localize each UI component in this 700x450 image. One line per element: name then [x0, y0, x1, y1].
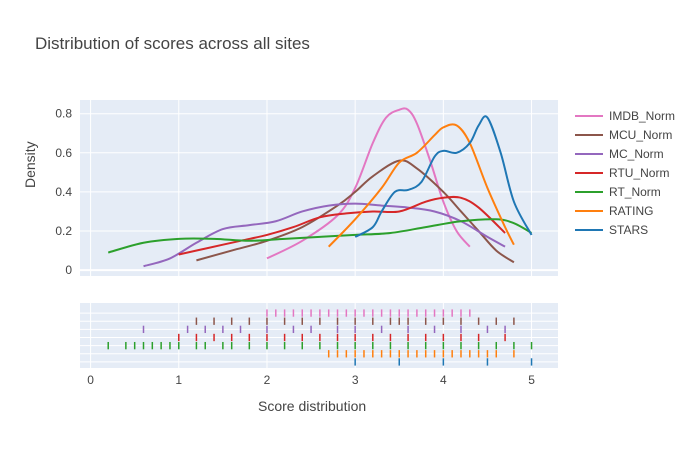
legend-label-mcu-norm: MCU_Norm — [609, 127, 673, 142]
density-curve-rating — [327, 123, 515, 248]
legend-label-stars: STARS — [609, 222, 649, 237]
x-tick-label: 3 — [352, 373, 359, 387]
legend-item-mc-norm[interactable]: MC_Norm — [575, 144, 675, 163]
density-curve-rt-norm — [107, 218, 533, 254]
legend-label-mc-norm: MC_Norm — [609, 146, 664, 161]
x-tick-label: 0 — [87, 373, 94, 387]
legend-item-rt-norm[interactable]: RT_Norm — [575, 182, 675, 201]
legend-swatch-rating — [575, 209, 603, 212]
x-tick-label: 4 — [440, 373, 447, 387]
legend-label-rt-norm: RT_Norm — [609, 184, 661, 199]
legend-label-rtu-norm: RTU_Norm — [609, 165, 670, 180]
x-axis-label: Score distribution — [258, 398, 367, 414]
legend-swatch-mc-norm — [575, 152, 603, 155]
legend-item-rating[interactable]: RATING — [575, 201, 675, 220]
legend-swatch-imdb-norm — [575, 114, 603, 117]
y-tick-label: 0.6 — [55, 146, 72, 160]
density-curve-stars — [354, 115, 533, 238]
density-plot-area — [80, 100, 558, 276]
y-tick-label: 0.2 — [55, 224, 72, 238]
y-tick-label: 0.8 — [55, 107, 72, 121]
legend-item-stars[interactable]: STARS — [575, 220, 675, 239]
legend-swatch-mcu-norm — [575, 133, 603, 136]
legend-label-imdb-norm: IMDB_Norm — [609, 108, 676, 123]
legend-swatch-stars — [575, 228, 603, 231]
x-tick-label: 1 — [175, 373, 182, 387]
legend[interactable]: IMDB_Norm MCU_Norm MC_Norm RTU_Norm RT_Norm R… — [575, 106, 675, 239]
x-tick-label: 5 — [528, 373, 535, 387]
y-tick-label: 0.4 — [55, 185, 72, 199]
legend-item-rtu-norm[interactable]: RTU_Norm — [575, 163, 675, 182]
legend-label-rating: RATING — [609, 203, 654, 218]
x-tick-label: 2 — [264, 373, 271, 387]
legend-swatch-rtu-norm — [575, 171, 603, 174]
legend-item-imdb-norm[interactable]: IMDB_Norm — [575, 106, 675, 125]
y-tick-label: 0 — [65, 263, 72, 277]
legend-item-mcu-norm[interactable]: MCU_Norm — [575, 125, 675, 144]
legend-swatch-rt-norm — [575, 190, 603, 193]
chart-title: Distribution of scores across all sites — [35, 34, 310, 53]
